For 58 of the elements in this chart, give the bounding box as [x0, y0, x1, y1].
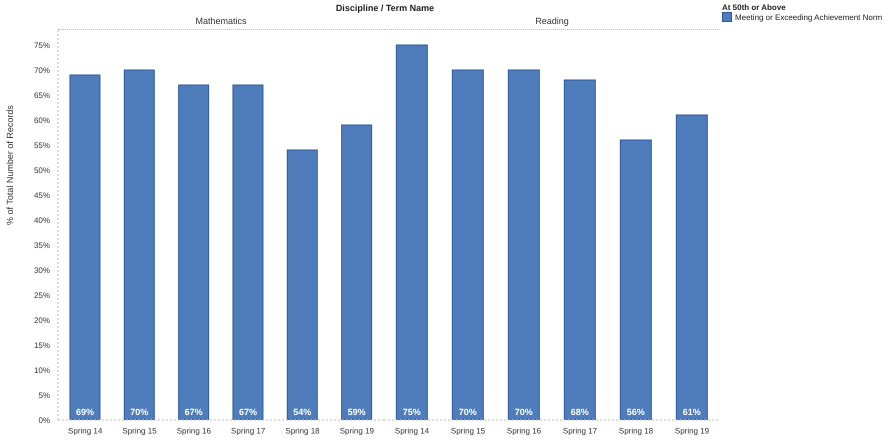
data-label: 68% — [570, 407, 589, 417]
y-tick-label: 55% — [34, 140, 50, 150]
data-label: 70% — [130, 407, 148, 417]
y-tick-label: 40% — [34, 216, 50, 225]
bar — [178, 84, 210, 420]
data-label: 56% — [626, 407, 645, 417]
x-tick-label: Spring 14 — [394, 426, 430, 436]
data-label: 70% — [458, 407, 477, 417]
y-tick-label: 0% — [38, 416, 50, 425]
bar — [620, 140, 652, 420]
y-tick-label: 15% — [34, 340, 50, 350]
y-tick-label: 20% — [34, 316, 50, 325]
y-tick-label: 70% — [34, 66, 50, 75]
y-axis-title: % of Total Number of Records — [5, 104, 16, 225]
bar — [286, 150, 318, 420]
x-tick-label: Spring 15 — [122, 426, 158, 436]
y-tick-label: 25% — [34, 290, 50, 300]
x-tick-label: Spring 18 — [285, 426, 320, 436]
x-tick-label: Spring 14 — [68, 426, 103, 436]
x-tick-label: Spring 19 — [340, 426, 375, 436]
chart-title: Discipline / Term Name — [334, 3, 436, 13]
y-tick-label: 5% — [38, 390, 50, 400]
bar — [452, 70, 484, 420]
y-tick-label: 10% — [34, 366, 50, 375]
x-tick-label: Spring 19 — [674, 426, 710, 436]
y-tick-label: 65% — [34, 90, 50, 100]
data-label: 67% — [238, 407, 257, 417]
data-label: 61% — [682, 407, 701, 417]
bar — [124, 70, 155, 420]
data-label: 59% — [348, 407, 366, 417]
x-tick-label: Spring 17 — [231, 426, 266, 436]
x-tick-label: Spring 16 — [176, 426, 212, 436]
data-label: 69% — [76, 407, 94, 417]
bar — [232, 84, 264, 420]
y-tick-label: 60% — [34, 116, 50, 125]
legend-title: At 50th or Above — [722, 3, 787, 12]
x-tick-label: Spring 15 — [450, 426, 486, 436]
chart-subtitle: Mathematics — [194, 16, 248, 26]
bar — [564, 80, 596, 420]
x-tick-label: Spring 16 — [506, 426, 542, 436]
bar — [69, 74, 100, 420]
data-label: 67% — [184, 407, 203, 417]
bar — [508, 70, 540, 420]
y-tick-label: 35% — [34, 240, 50, 250]
data-label: 75% — [402, 407, 421, 417]
x-tick-label: Spring 17 — [562, 426, 598, 436]
bar — [396, 44, 428, 420]
y-tick-label: 75% — [34, 40, 50, 50]
y-tick-label: 45% — [34, 190, 50, 200]
chart-subtitle: Reading — [534, 16, 570, 26]
bar — [676, 114, 708, 420]
data-label: 70% — [514, 407, 533, 417]
bar — [341, 124, 372, 420]
data-label: 54% — [293, 407, 312, 417]
legend-label: Meeting or Exceeding Achievement Norm — [735, 12, 882, 22]
y-tick-label: 50% — [34, 166, 50, 175]
x-tick-label: Spring 18 — [618, 426, 654, 436]
y-tick-label: 30% — [34, 266, 50, 275]
